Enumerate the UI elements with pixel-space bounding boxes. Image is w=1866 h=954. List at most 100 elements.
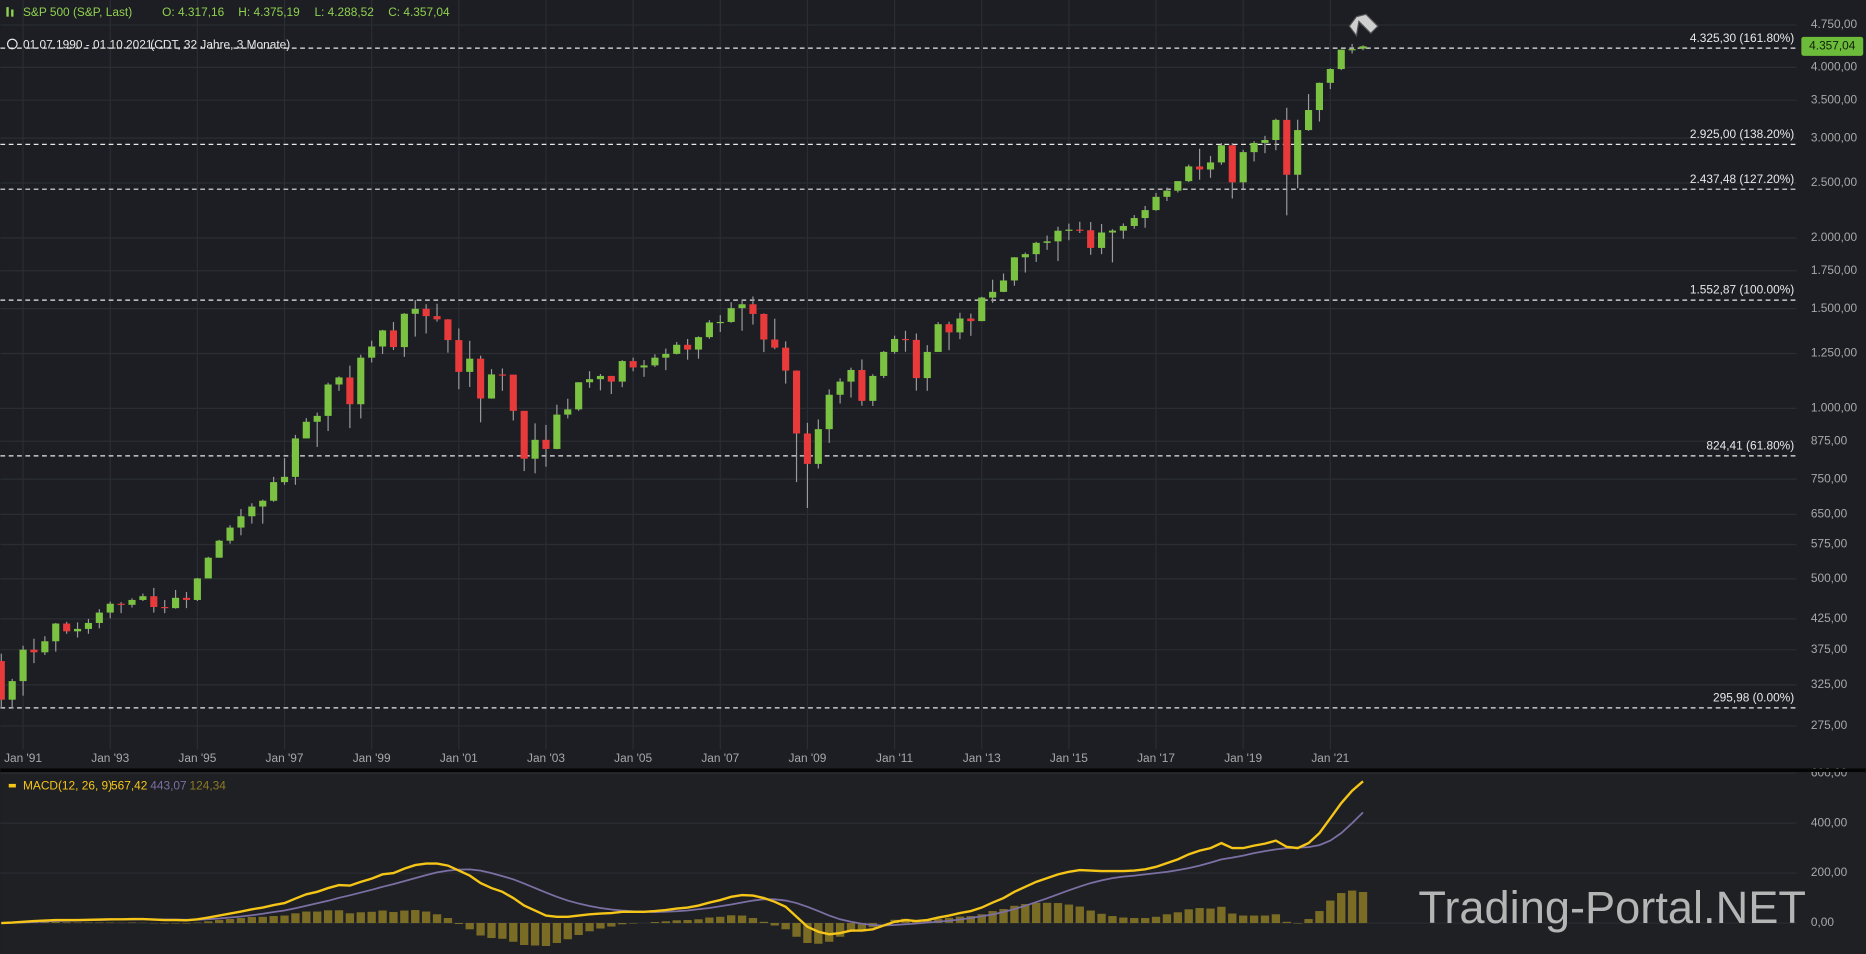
candle-body	[313, 415, 321, 422]
fib-level-label: 2.925,00 (138.20%)	[1690, 127, 1794, 141]
arrow-icon	[1348, 13, 1379, 38]
legend-swatch	[8, 783, 16, 788]
histogram-bar	[476, 923, 485, 936]
histogram-bar	[236, 918, 246, 924]
histogram-bar	[400, 910, 409, 924]
candle-body	[978, 297, 986, 322]
histogram-bar	[258, 916, 267, 924]
histogram-bar	[1075, 906, 1084, 924]
histogram-bar	[966, 916, 976, 924]
candle-body	[1163, 190, 1171, 197]
candle-body	[1304, 110, 1313, 131]
x-tick-label: Jan '15	[1050, 751, 1088, 765]
histogram-bar	[574, 923, 583, 936]
histogram-bar	[1206, 908, 1215, 924]
histogram-bar	[465, 923, 474, 930]
histogram-bar	[748, 918, 758, 924]
candle-body	[248, 506, 256, 517]
header-icon	[11, 9, 14, 17]
histogram-bar	[1097, 913, 1106, 924]
candle-body	[738, 304, 746, 309]
x-tick-label: Jan '19	[1224, 751, 1262, 765]
histogram-bar	[727, 915, 736, 924]
histogram-bar	[1326, 900, 1335, 924]
candle-body	[836, 381, 844, 395]
header-icon	[6, 7, 9, 17]
candle-body	[825, 394, 833, 430]
candle-body	[585, 379, 594, 383]
candle-body	[433, 316, 441, 320]
candle-body	[814, 429, 822, 464]
candle-body	[150, 596, 158, 608]
period: 01.07.1990 - 01.10.2021	[23, 37, 153, 51]
candle-body	[1087, 230, 1095, 248]
y-tick-label: 500,00	[1811, 571, 1848, 585]
histogram-bar	[432, 914, 442, 924]
ohlc-label: O: 4.317,16	[162, 5, 224, 19]
y-tick-label: 1.750,00	[1811, 263, 1858, 277]
candle-body	[607, 375, 615, 382]
candle-body	[139, 596, 147, 600]
histogram-bar	[814, 923, 823, 944]
candle-body	[259, 500, 267, 507]
histogram-bar	[1337, 893, 1346, 924]
candle-body	[291, 438, 299, 477]
candle-body	[945, 324, 953, 333]
candle-body	[782, 347, 790, 371]
candle-body	[389, 330, 398, 348]
candle-body	[41, 641, 49, 653]
candle-body	[640, 365, 648, 368]
legend-value: 567,42	[111, 778, 147, 792]
header: S&P 500 (S&P, Last) O: 4.317,16 H: 4.375…	[6, 5, 450, 51]
x-tick-label: Jan '17	[1137, 751, 1175, 765]
histogram-bar	[1130, 918, 1139, 924]
candle-body	[901, 338, 910, 341]
candle-body	[1174, 181, 1182, 191]
candle-body	[1196, 166, 1204, 170]
histogram-bar	[1184, 909, 1193, 924]
candle-body	[128, 599, 136, 605]
candle-body	[30, 649, 38, 653]
histogram-bar	[1249, 915, 1259, 924]
candle-body	[52, 623, 60, 642]
candle-body	[1076, 229, 1084, 231]
candle-body	[575, 382, 583, 410]
histogram-bar	[1315, 911, 1324, 924]
candle-body	[1152, 196, 1160, 211]
candle-body	[19, 649, 27, 682]
candle-body	[891, 338, 899, 352]
price-badge-label: 4.357,04	[1809, 38, 1856, 52]
candle-body	[280, 476, 289, 483]
candle-body	[444, 319, 452, 341]
y-tick-label: 3.500,00	[1811, 92, 1858, 106]
y-tick-label: 400,00	[1811, 815, 1848, 829]
candle-body	[1272, 119, 1280, 141]
histogram-bar	[214, 920, 224, 924]
candle-body	[869, 375, 877, 401]
candle-body	[803, 433, 811, 464]
y-tick-label: 275,00	[1811, 718, 1848, 732]
candle-body	[215, 540, 223, 558]
candle-body	[673, 344, 681, 354]
fib-level-label: 4.325,30 (161.80%)	[1690, 31, 1794, 45]
candle-body	[193, 578, 201, 600]
candle-body	[1315, 82, 1324, 111]
x-tick-label: Jan '95	[178, 751, 216, 765]
candle-body	[182, 597, 191, 600]
x-tick-label: Jan '07	[701, 751, 739, 765]
histogram-bar	[1140, 918, 1150, 924]
histogram-bar	[498, 923, 507, 939]
ohlc-label: L: 4.288,52	[314, 5, 373, 19]
candle-body	[1239, 152, 1247, 183]
y-tick-label: 325,00	[1811, 677, 1848, 691]
histogram-bar	[389, 912, 398, 924]
histogram-bar	[705, 917, 714, 924]
candle-body	[400, 313, 408, 348]
candle-body	[923, 351, 931, 379]
histogram-bar	[541, 923, 551, 947]
candle-body	[771, 339, 779, 348]
candle-body	[1294, 130, 1302, 175]
candle-body	[455, 340, 463, 372]
histogram-bar	[1042, 902, 1052, 924]
